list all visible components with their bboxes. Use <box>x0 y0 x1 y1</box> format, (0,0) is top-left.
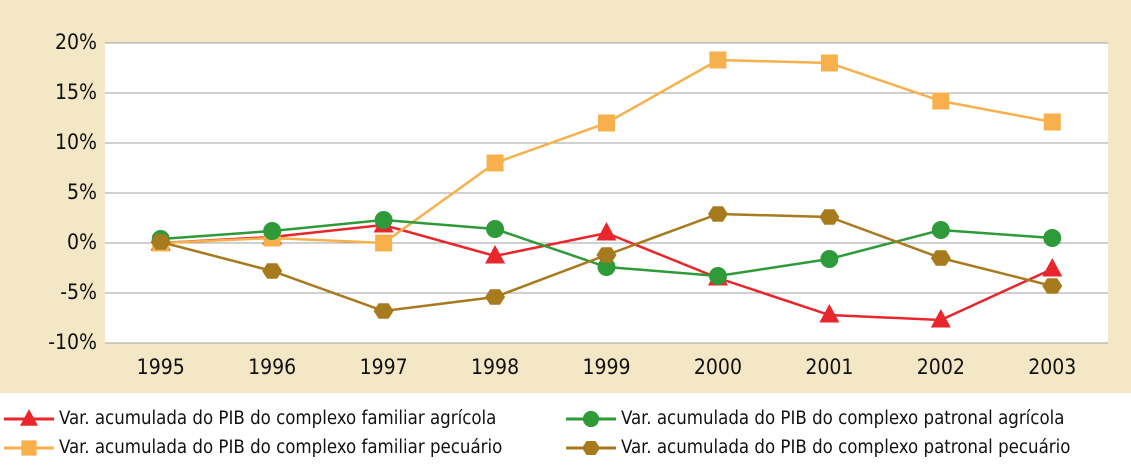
marker <box>485 245 506 264</box>
marker <box>263 222 282 240</box>
marker <box>596 222 617 241</box>
marker <box>932 92 950 110</box>
marker <box>819 209 840 225</box>
legend-marker <box>582 440 600 456</box>
marker <box>262 263 283 279</box>
marker <box>930 309 951 328</box>
marker <box>486 220 505 238</box>
legend-marker <box>20 409 38 426</box>
x-tick-label: 1999 <box>582 355 630 379</box>
marker <box>1042 278 1063 294</box>
x-tick-label: 2000 <box>694 355 742 379</box>
marker <box>596 247 617 263</box>
x-tick-label: 2001 <box>805 355 853 379</box>
marker <box>486 154 504 172</box>
marker <box>708 267 727 285</box>
legend-label: Var. acumulada do PIB do complexo famili… <box>59 408 496 429</box>
marker <box>1043 229 1062 247</box>
x-tick-label: 1998 <box>471 355 519 379</box>
legend-marker <box>582 410 600 428</box>
marker <box>374 211 393 229</box>
legend-label: Var. acumulada do PIB do complexo patron… <box>621 437 1070 458</box>
marker <box>373 303 394 319</box>
marker <box>598 114 615 132</box>
y-tick-label: 5% <box>67 180 97 204</box>
y-tick-label: 10% <box>55 130 97 154</box>
marker <box>1043 113 1061 131</box>
legend-label: Var. acumulada do PIB do complexo famili… <box>59 437 502 458</box>
x-tick-label: 2002 <box>917 355 965 379</box>
marker <box>709 51 727 69</box>
x-tick-label: 1996 <box>248 355 296 379</box>
y-tick-label: 0% <box>67 230 97 254</box>
marker <box>931 221 950 239</box>
legend-label: Var. acumulada do PIB do complexo patron… <box>621 408 1064 429</box>
marker <box>485 289 506 305</box>
marker <box>820 250 839 268</box>
marker <box>150 234 171 250</box>
marker <box>930 250 951 266</box>
x-tick-label: 2003 <box>1028 355 1076 379</box>
marker <box>819 304 840 323</box>
y-tick-label: -5% <box>60 280 97 304</box>
marker <box>375 234 393 252</box>
legend-marker <box>21 440 37 456</box>
y-tick-label: 15% <box>55 80 97 104</box>
x-tick-label: 1995 <box>137 355 185 379</box>
marker <box>820 54 838 72</box>
marker <box>1042 258 1063 277</box>
y-tick-label: 20% <box>55 30 97 54</box>
x-tick-label: 1997 <box>360 355 408 379</box>
y-tick-label: -10% <box>48 330 97 354</box>
marker <box>707 206 728 222</box>
